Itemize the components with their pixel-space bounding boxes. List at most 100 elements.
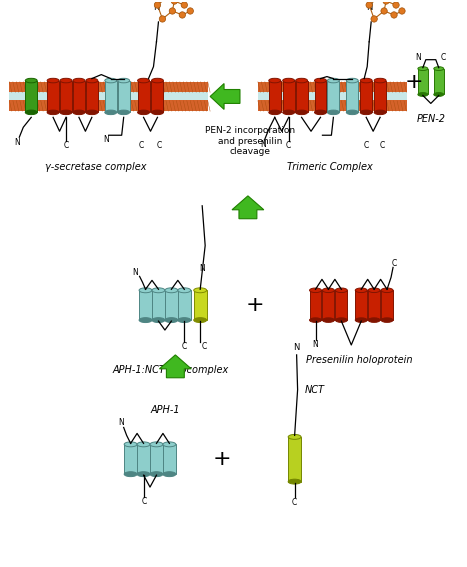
Ellipse shape xyxy=(150,472,163,477)
Bar xyxy=(355,290,367,320)
Bar xyxy=(139,290,152,320)
Ellipse shape xyxy=(310,288,321,293)
Circle shape xyxy=(187,8,193,14)
Circle shape xyxy=(181,2,187,8)
Ellipse shape xyxy=(124,442,137,447)
Ellipse shape xyxy=(150,442,163,447)
Text: N: N xyxy=(366,2,372,11)
Bar xyxy=(418,69,428,95)
Bar xyxy=(124,445,137,474)
Ellipse shape xyxy=(105,78,117,83)
Text: PEN-2: PEN-2 xyxy=(416,115,446,124)
Ellipse shape xyxy=(381,288,393,293)
Ellipse shape xyxy=(347,110,358,115)
Text: γ-secretase complex: γ-secretase complex xyxy=(45,162,147,172)
Ellipse shape xyxy=(137,472,150,477)
Circle shape xyxy=(399,8,405,14)
Ellipse shape xyxy=(434,92,444,96)
Text: C: C xyxy=(139,141,144,150)
Bar xyxy=(137,445,150,474)
Text: C: C xyxy=(292,498,297,507)
Ellipse shape xyxy=(178,288,191,293)
Text: C: C xyxy=(142,497,147,506)
Ellipse shape xyxy=(163,472,176,477)
Circle shape xyxy=(383,0,389,4)
Ellipse shape xyxy=(418,92,428,96)
Ellipse shape xyxy=(73,110,85,115)
Ellipse shape xyxy=(296,110,308,115)
Ellipse shape xyxy=(47,110,59,115)
Ellipse shape xyxy=(374,110,386,115)
Ellipse shape xyxy=(368,318,380,323)
Bar xyxy=(9,100,208,111)
Bar xyxy=(9,92,208,100)
Text: C: C xyxy=(391,259,396,268)
Bar xyxy=(347,81,358,112)
Text: C: C xyxy=(182,342,187,352)
Ellipse shape xyxy=(25,78,37,83)
Bar xyxy=(152,290,165,320)
Circle shape xyxy=(393,2,399,8)
Ellipse shape xyxy=(360,110,372,115)
Ellipse shape xyxy=(152,288,165,293)
Ellipse shape xyxy=(314,110,326,115)
Ellipse shape xyxy=(178,318,191,323)
Bar xyxy=(434,69,444,95)
Circle shape xyxy=(381,8,387,14)
Text: N: N xyxy=(260,139,266,149)
Ellipse shape xyxy=(347,78,358,83)
Ellipse shape xyxy=(118,78,130,83)
Ellipse shape xyxy=(314,78,326,83)
Text: NCT: NCT xyxy=(304,384,325,395)
Ellipse shape xyxy=(194,288,207,293)
Text: N: N xyxy=(293,344,300,353)
Circle shape xyxy=(159,16,166,22)
Bar xyxy=(335,290,347,320)
Bar xyxy=(368,290,380,320)
Polygon shape xyxy=(159,355,191,378)
Text: N: N xyxy=(199,264,205,273)
Ellipse shape xyxy=(47,78,59,83)
Ellipse shape xyxy=(138,78,149,83)
Ellipse shape xyxy=(139,318,152,323)
Ellipse shape xyxy=(86,78,98,83)
Ellipse shape xyxy=(25,110,37,115)
Bar xyxy=(258,82,407,92)
Bar xyxy=(322,290,334,320)
Ellipse shape xyxy=(322,288,334,293)
Ellipse shape xyxy=(327,110,340,115)
Bar xyxy=(118,81,130,112)
Ellipse shape xyxy=(355,288,367,293)
Bar xyxy=(105,81,117,112)
Ellipse shape xyxy=(434,67,444,70)
Ellipse shape xyxy=(310,318,321,323)
Bar xyxy=(60,81,72,112)
Bar xyxy=(360,81,372,112)
Text: N: N xyxy=(118,418,124,427)
Bar xyxy=(25,81,37,112)
Ellipse shape xyxy=(138,110,149,115)
Text: PEN-2 incorporation
and presenilin
cleavage: PEN-2 incorporation and presenilin cleav… xyxy=(205,126,295,156)
Text: N: N xyxy=(312,340,318,349)
Text: N: N xyxy=(153,2,160,11)
Ellipse shape xyxy=(327,78,340,83)
Bar xyxy=(283,81,295,112)
Text: C: C xyxy=(157,141,162,150)
Bar xyxy=(381,290,393,320)
Ellipse shape xyxy=(151,110,163,115)
Text: C: C xyxy=(380,141,385,150)
Bar xyxy=(269,81,281,112)
Text: N: N xyxy=(14,138,20,147)
Bar xyxy=(86,81,98,112)
Ellipse shape xyxy=(335,288,347,293)
Bar xyxy=(73,81,85,112)
Text: C: C xyxy=(202,342,207,352)
Bar xyxy=(258,100,407,111)
Ellipse shape xyxy=(335,318,347,323)
Text: C: C xyxy=(441,53,446,62)
Bar xyxy=(151,81,163,112)
Text: +: + xyxy=(246,295,264,315)
Text: Presenilin holoprotein: Presenilin holoprotein xyxy=(306,355,412,365)
Text: N: N xyxy=(133,268,139,277)
Circle shape xyxy=(366,2,372,8)
